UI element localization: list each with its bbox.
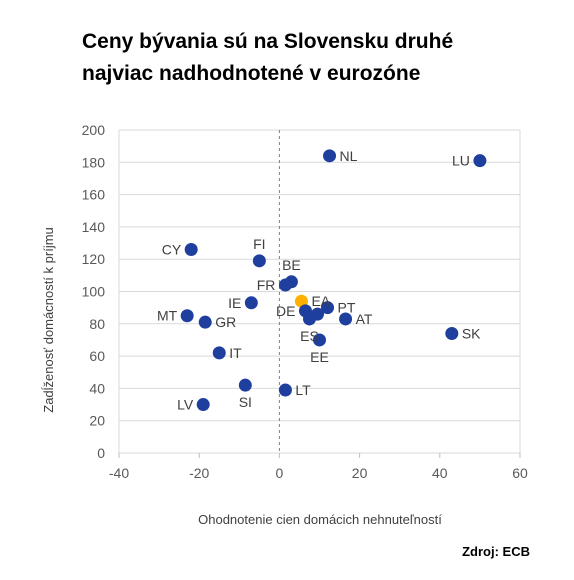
axes bbox=[118, 130, 521, 458]
point-label-cy: CY bbox=[162, 242, 182, 258]
x-tick-label: 20 bbox=[352, 465, 368, 481]
point-label-si: SI bbox=[239, 394, 252, 410]
data-point-lt bbox=[278, 383, 292, 397]
data-point-gr bbox=[198, 315, 212, 329]
y-tick-label: 160 bbox=[82, 187, 106, 203]
data-point-ee bbox=[313, 333, 326, 347]
y-tick-label: 80 bbox=[89, 316, 105, 332]
data-point-it bbox=[212, 346, 226, 360]
gridlines bbox=[118, 129, 521, 454]
source-note: Zdroj: ECB bbox=[462, 544, 530, 559]
point-label-pt: PT bbox=[338, 300, 356, 316]
y-tick-label: 180 bbox=[82, 154, 106, 170]
chart-title-line-1: Ceny bývania sú na Slovensku druhé bbox=[82, 30, 454, 53]
point-labels: NL LU CY FI BE FR EA PT IE DE ES AT EE SK MT GR IT SI LT LV bbox=[157, 148, 481, 413]
chart-title-line-2: najviac nadhodnotené v eurozóne bbox=[82, 62, 421, 85]
point-label-be: BE bbox=[282, 257, 301, 273]
data-point-nl bbox=[323, 149, 337, 163]
data-point-sk bbox=[445, 326, 459, 340]
point-label-ie: IE bbox=[228, 295, 241, 311]
data-point-fi bbox=[252, 254, 266, 268]
point-label-de: DE bbox=[276, 303, 295, 319]
data-point-fr bbox=[278, 278, 292, 292]
data-point-at bbox=[339, 312, 353, 326]
point-label-ea: EA bbox=[311, 293, 330, 309]
y-tick-label: 60 bbox=[89, 348, 105, 364]
x-axis-title: Ohodnotenie cien domácich nehnuteľností bbox=[198, 512, 442, 527]
data-point-lu bbox=[473, 154, 487, 168]
tick-labels: 0 20 40 60 80 100 120 140 160 180 200 -40 -20 0 20 40 60 bbox=[82, 122, 528, 481]
y-tick-label: 120 bbox=[82, 251, 106, 267]
y-tick-label: 0 bbox=[97, 445, 105, 461]
data-point-es bbox=[302, 312, 316, 326]
y-tick-label: 100 bbox=[82, 284, 106, 300]
y-tick-label: 20 bbox=[89, 413, 105, 429]
chart-title: Ceny bývania sú na Slovensku druhé najvi… bbox=[82, 26, 453, 90]
point-label-ee: EE bbox=[310, 349, 329, 365]
point-label-fr: FR bbox=[257, 277, 276, 293]
point-label-sk: SK bbox=[462, 325, 481, 341]
point-label-lv: LV bbox=[177, 397, 194, 413]
x-tick-label: 0 bbox=[276, 465, 284, 481]
data-point-pt bbox=[321, 301, 335, 315]
x-tick-label: 40 bbox=[432, 465, 448, 481]
data-point-ie bbox=[244, 296, 258, 310]
point-label-lu: LU bbox=[452, 153, 470, 169]
data-point-mt bbox=[180, 309, 194, 323]
data-point-lv bbox=[196, 398, 210, 412]
point-label-es: ES bbox=[300, 328, 319, 344]
point-label-gr: GR bbox=[215, 314, 236, 330]
point-label-it: IT bbox=[229, 345, 242, 361]
point-label-mt: MT bbox=[157, 308, 178, 324]
point-label-nl: NL bbox=[340, 148, 358, 164]
x-tick-label: -40 bbox=[109, 465, 129, 481]
y-tick-label: 200 bbox=[82, 122, 106, 138]
x-tick-label: 60 bbox=[512, 465, 528, 481]
point-label-lt: LT bbox=[295, 382, 311, 398]
x-tick-label: -20 bbox=[189, 465, 209, 481]
data-points bbox=[180, 149, 487, 412]
point-label-at: AT bbox=[356, 311, 373, 327]
point-label-fi: FI bbox=[253, 236, 265, 252]
y-tick-label: 140 bbox=[82, 219, 106, 235]
data-point-cy bbox=[184, 243, 198, 257]
y-tick-label: 40 bbox=[89, 380, 105, 396]
data-point-si bbox=[238, 378, 252, 392]
y-axis-title: Zadĺženosť domácností k príjmu bbox=[41, 227, 56, 413]
